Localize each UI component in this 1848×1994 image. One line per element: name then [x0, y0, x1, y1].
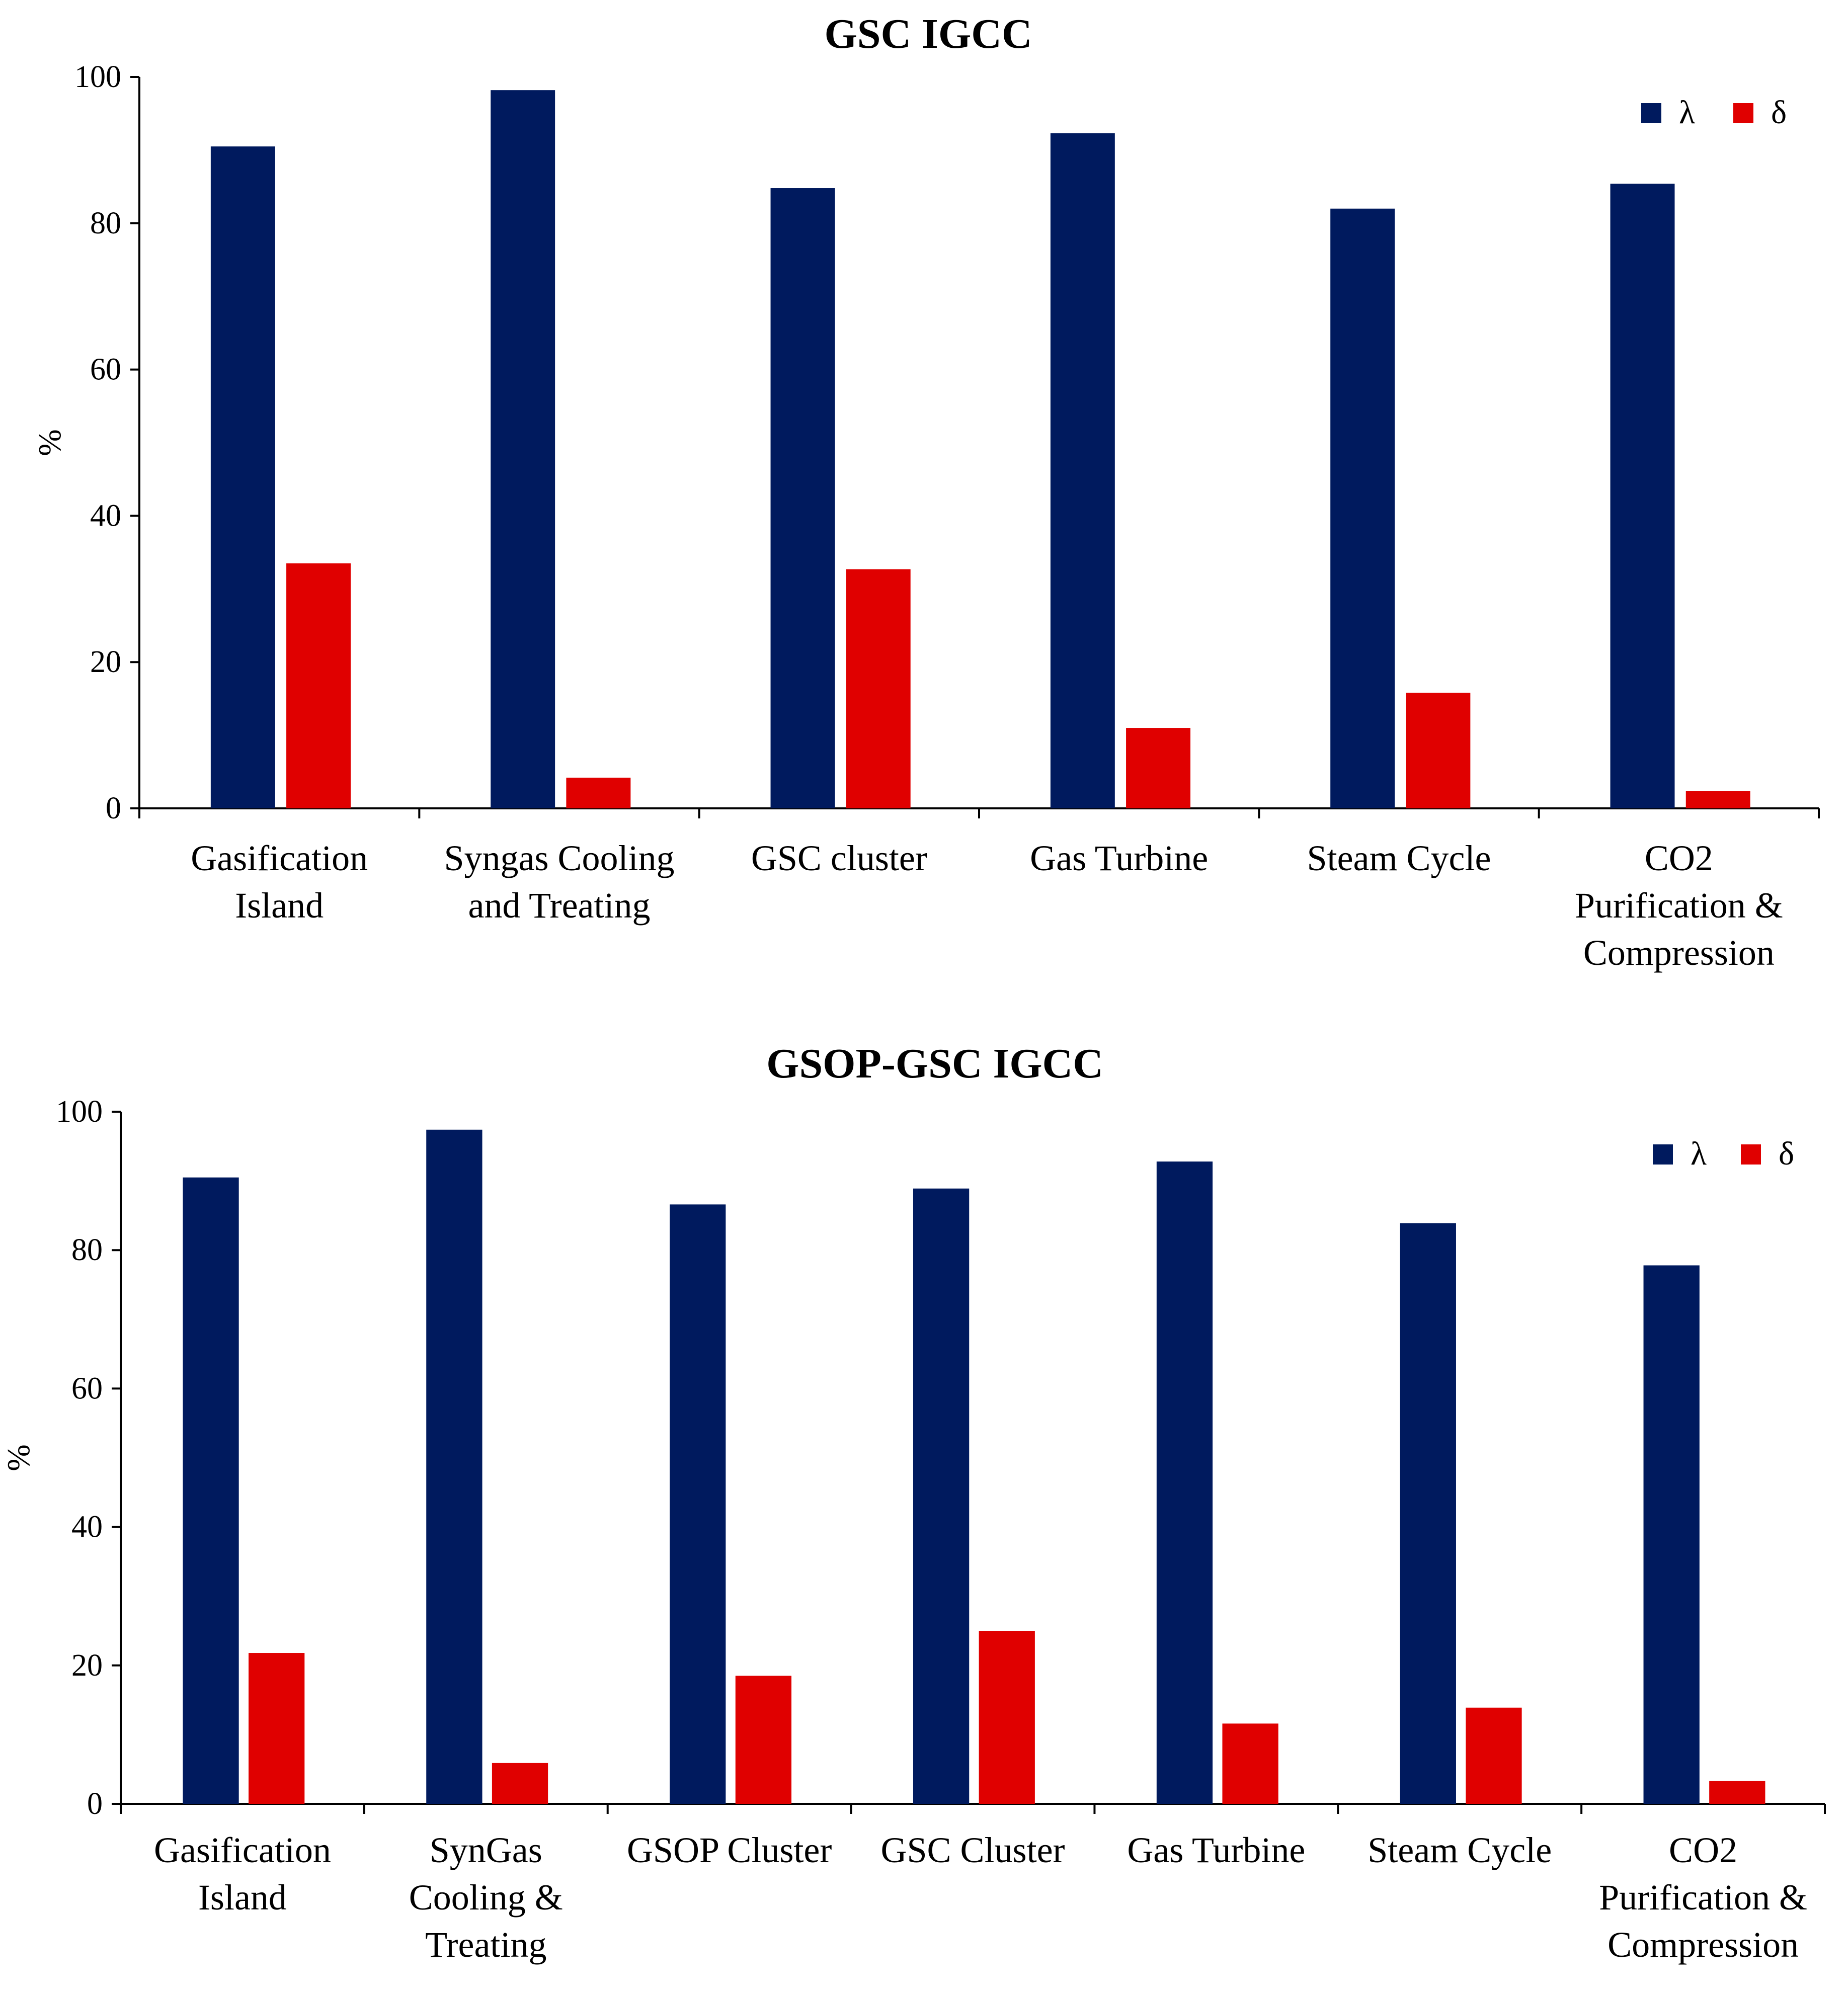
x-category-label-line: Cooling & [409, 1877, 563, 1918]
x-category-label: GSC cluster [751, 838, 927, 878]
y-axis-label: % [1, 1444, 36, 1471]
bar-delta [1222, 1723, 1278, 1804]
x-category-label: GSOP Cluster [627, 1830, 832, 1870]
legend-label-delta: δ [1771, 94, 1787, 131]
legend-label-delta: δ [1779, 1135, 1794, 1172]
x-category-label-line: Gas Turbine [1127, 1830, 1305, 1870]
x-category-label-line: Compression [1608, 1925, 1799, 1965]
bar-lambda [183, 1177, 239, 1804]
bar-delta [735, 1676, 792, 1804]
series-lambda [210, 90, 1675, 809]
bar-lambda [770, 188, 835, 808]
y-tick-label: 100 [74, 60, 121, 94]
x-category-label-line: and Treating [468, 885, 650, 926]
bar-lambda [1330, 208, 1395, 809]
x-category-label: Gasification Island [191, 838, 368, 926]
bar-delta [846, 569, 911, 808]
legend-swatch-lambda [1641, 103, 1661, 123]
x-category-label-line: Island [235, 885, 324, 926]
x-category-label-line: GSC Cluster [880, 1830, 1065, 1870]
series-delta [286, 563, 1750, 808]
y-tick-label: 100 [56, 1095, 103, 1129]
legend-swatch-delta [1741, 1144, 1761, 1165]
x-category-label: CO2 Purification & Compression [1599, 1830, 1807, 1965]
series-lambda [183, 1129, 1700, 1804]
bar-lambda [670, 1204, 726, 1804]
bar-delta [492, 1763, 548, 1804]
bar-delta [1685, 791, 1750, 808]
bar-delta [1126, 728, 1191, 808]
bar-delta [566, 777, 631, 808]
y-axis-label: % [32, 429, 67, 456]
bar-lambda [1050, 133, 1115, 808]
chart-title: GSOP-GSC IGCC [766, 1040, 1103, 1087]
y-tick-label: 80 [90, 206, 121, 240]
x-category-label: GSC Cluster [880, 1830, 1065, 1870]
y-tick-label: 60 [71, 1371, 103, 1405]
x-category-label-line: Gasification [154, 1830, 331, 1870]
y-tick-label: 20 [71, 1648, 103, 1683]
x-category-label: Gas Turbine [1127, 1830, 1305, 1870]
x-category-label: SynGas Cooling & Treating [409, 1830, 563, 1965]
x-category-label: Steam Cycle [1307, 838, 1491, 878]
bar-delta [1466, 1707, 1522, 1804]
y-tick-label: 0 [106, 791, 121, 825]
y-tick-label: 40 [90, 498, 121, 533]
bar-lambda [1610, 184, 1675, 809]
y-tick-label: 0 [87, 1787, 103, 1821]
legend-label-lambda: λ [1691, 1135, 1707, 1172]
x-category-label-line: Purification & [1599, 1877, 1807, 1918]
x-category-label-line: GSC cluster [751, 838, 927, 878]
y-tick-label: 40 [71, 1510, 103, 1544]
x-category-label-line: Steam Cycle [1307, 838, 1491, 878]
bar-delta [1406, 693, 1471, 808]
bar-delta [249, 1653, 305, 1804]
bar-lambda [1156, 1161, 1213, 1804]
bar-lambda [1400, 1223, 1456, 1804]
bar-delta [286, 563, 351, 808]
x-category-label: Gas Turbine [1030, 838, 1208, 878]
chart-title: GSC IGCC [824, 11, 1032, 57]
y-tick-label: 20 [90, 645, 121, 679]
x-category-label-line: CO2 [1669, 1830, 1737, 1870]
bar-lambda [913, 1188, 970, 1804]
x-category-label-line: SynGas [430, 1830, 542, 1870]
x-category-label-line: Syngas Cooling [444, 838, 674, 878]
x-category-label-line: Purification & [1575, 885, 1783, 926]
chart-2: GSOP-GSC IGCC% 0 20 40 60 80 100 Gasification Is… [1, 1040, 1826, 1965]
legend-swatch-delta [1733, 103, 1753, 123]
x-category-label-line: Gas Turbine [1030, 838, 1208, 878]
x-category-label-line: Compression [1583, 933, 1775, 973]
bar-lambda [426, 1129, 483, 1804]
series-delta [249, 1631, 1765, 1804]
chart-1: GSC IGCC% 0 20 40 60 80 100 Gasification Island S… [32, 11, 1820, 973]
x-category-label: Steam Cycle [1368, 1830, 1552, 1870]
x-category-label-line: Gasification [191, 838, 368, 878]
legend-swatch-lambda [1653, 1144, 1673, 1165]
bar-lambda [491, 90, 555, 808]
y-tick-label: 80 [71, 1233, 103, 1267]
legend-label-lambda: λ [1679, 94, 1695, 131]
bar-delta [979, 1631, 1035, 1804]
x-category-label-line: Steam Cycle [1368, 1830, 1552, 1870]
bar-delta [1709, 1781, 1765, 1804]
x-category-label: Gasification Island [154, 1830, 331, 1918]
y-tick-label: 60 [90, 353, 121, 387]
x-category-label-line: Island [198, 1877, 287, 1918]
x-category-label-line: Treating [425, 1925, 546, 1965]
x-category-label: Syngas Cooling and Treating [444, 838, 674, 926]
x-category-label: CO2 Purification & Compression [1575, 838, 1783, 973]
bar-lambda [210, 146, 275, 808]
bar-lambda [1643, 1265, 1700, 1804]
x-category-label-line: GSOP Cluster [627, 1830, 832, 1870]
x-category-label-line: CO2 [1645, 838, 1713, 878]
